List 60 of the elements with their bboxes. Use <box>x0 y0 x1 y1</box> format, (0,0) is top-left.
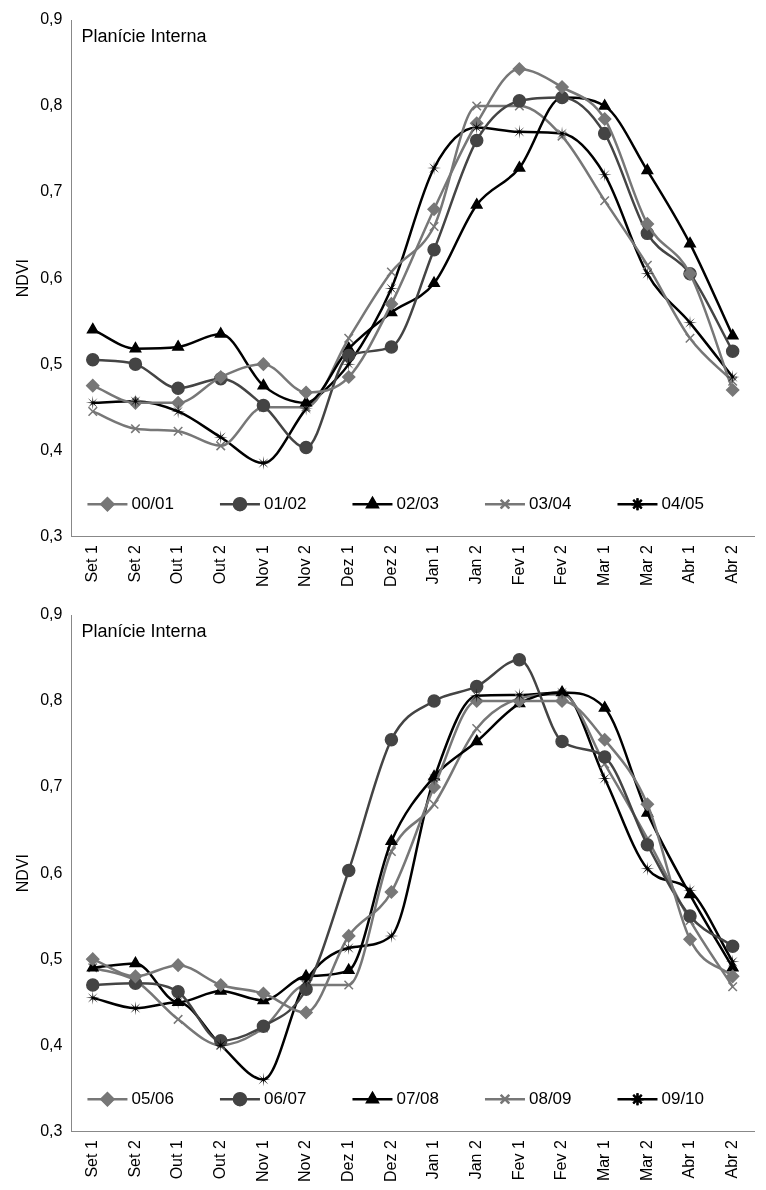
legend-label: 07/08 <box>396 1088 440 1108</box>
x-tick-label: Jan 2 <box>467 1140 485 1180</box>
legend-label: 00/01 <box>131 493 174 513</box>
x-tick-label: Set 2 <box>125 545 143 583</box>
x-tick-label: Jan 2 <box>467 545 485 585</box>
x-tick-label: Fev 1 <box>509 545 527 586</box>
x-tick-label: Abr 1 <box>680 1140 698 1179</box>
x-tick-label: Abr 1 <box>680 545 698 584</box>
x-tick-label: Out 2 <box>211 1140 229 1180</box>
legend-label: 06/07 <box>263 1088 307 1108</box>
x-tick-label: Mar 2 <box>637 545 655 587</box>
legend-label: 09/10 <box>661 1088 705 1108</box>
y-tick-label: 0,6 <box>40 863 63 881</box>
y-tick-label: 0,8 <box>40 96 63 114</box>
y-tick-label: 0,5 <box>40 949 63 967</box>
x-tick-label: Mar 2 <box>637 1140 655 1182</box>
x-tick-label: Jan 1 <box>424 545 442 585</box>
x-tick-label: Mar 1 <box>595 545 613 587</box>
y-tick-label: 0,5 <box>40 354 63 372</box>
x-tick-label: Nov 1 <box>253 545 271 587</box>
x-tick-label: Jan 1 <box>424 1140 442 1180</box>
y-tick-label: 0,3 <box>40 1121 63 1139</box>
legend-label: 02/03 <box>396 493 440 513</box>
x-tick-label: Out 1 <box>168 1140 186 1180</box>
chart-title: Planície Interna <box>81 620 208 641</box>
y-tick-label: 0,4 <box>40 440 63 458</box>
y-tick-label: 0,8 <box>40 691 63 709</box>
x-tick-label: Out 1 <box>168 545 186 585</box>
x-tick-label: Fev 1 <box>509 1140 527 1181</box>
y-tick-label: 0,7 <box>40 777 63 795</box>
y-tick-label: 0,6 <box>40 268 63 286</box>
y-tick-label: 0,9 <box>40 10 63 28</box>
x-tick-label: Set 2 <box>125 1140 143 1178</box>
x-tick-label: Out 2 <box>211 545 229 585</box>
x-tick-label: Fev 2 <box>552 545 570 586</box>
x-tick-label: Abr 2 <box>723 1140 741 1179</box>
x-tick-label: Set 1 <box>83 545 101 583</box>
chart-title: Planície Interna <box>81 25 208 46</box>
y-tick-label: 0,3 <box>40 526 63 544</box>
legend-label: 04/05 <box>661 493 705 513</box>
y-tick-label: 0,9 <box>40 605 63 623</box>
x-tick-label: Set 1 <box>83 1140 101 1178</box>
x-tick-label: Nov 2 <box>296 1140 314 1182</box>
x-tick-label: Dez 1 <box>339 1140 357 1182</box>
x-tick-label: Dez 1 <box>339 545 357 587</box>
x-tick-label: Dez 2 <box>381 545 399 587</box>
y-tick-label: 0,4 <box>40 1035 63 1053</box>
legend-label: 03/04 <box>528 493 572 513</box>
x-tick-label: Mar 1 <box>595 1140 613 1182</box>
x-tick-label: Dez 2 <box>381 1140 399 1182</box>
legend-label: 01/02 <box>263 493 307 513</box>
y-tick-label: 0,7 <box>40 182 63 200</box>
y-axis-title: NDVI <box>14 258 32 298</box>
x-tick-label: Nov 2 <box>296 545 314 587</box>
x-tick-label: Abr 2 <box>723 545 741 584</box>
x-tick-label: Nov 1 <box>253 1140 271 1182</box>
legend-label: 08/09 <box>528 1088 572 1108</box>
legend-label: 05/06 <box>131 1088 174 1108</box>
y-axis-title: NDVI <box>14 853 32 893</box>
x-tick-label: Fev 2 <box>552 1140 570 1181</box>
